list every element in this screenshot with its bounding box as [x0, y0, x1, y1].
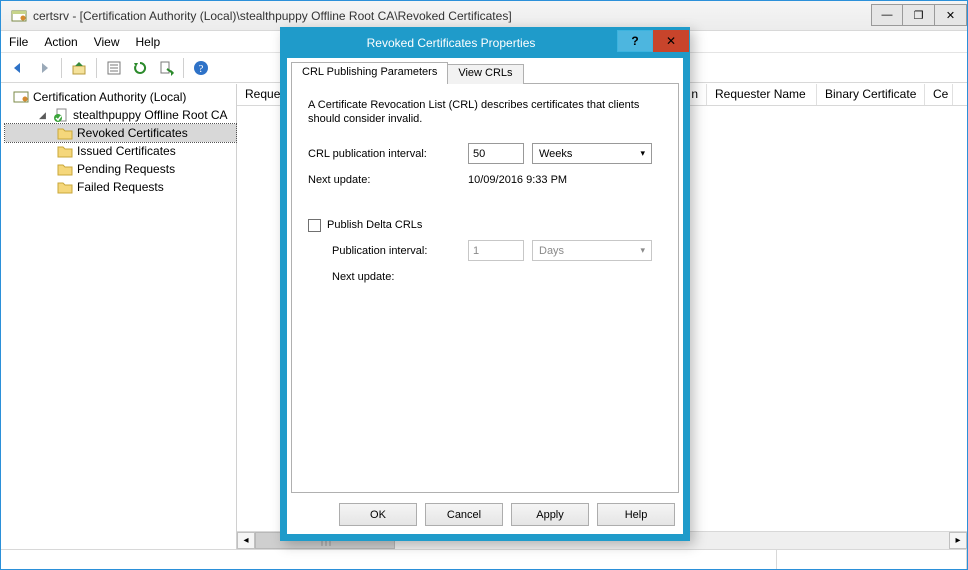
certsrv-app-icon — [11, 8, 27, 24]
toolbar-separator — [61, 58, 62, 78]
column-requester-name[interactable]: Requester Name — [707, 84, 817, 105]
cancel-button[interactable]: Cancel — [425, 503, 503, 526]
tree-item-issued-certificates[interactable]: Issued Certificates — [5, 142, 236, 160]
folder-icon — [57, 162, 73, 176]
chevron-down-icon: ▾ — [640, 245, 645, 256]
column-certificate[interactable]: Ce — [925, 84, 953, 105]
tree-root[interactable]: Certification Authority (Local) — [5, 88, 236, 106]
tree-item-label: Pending Requests — [77, 162, 175, 176]
tree-item-pending-requests[interactable]: Pending Requests — [5, 160, 236, 178]
delta-interval-unit-select: Days ▾ — [532, 240, 652, 261]
menu-help[interactable]: Help — [136, 35, 161, 49]
delta-interval-unit-value: Days — [539, 245, 564, 257]
forward-button[interactable] — [33, 57, 55, 79]
dialog-help-button[interactable]: ? — [617, 30, 653, 52]
properties-button[interactable] — [103, 57, 125, 79]
tree-item-label: Revoked Certificates — [77, 126, 188, 140]
delta-interval-label: Publication interval: — [332, 245, 468, 257]
delta-interval-row: Publication interval: Days ▾ — [332, 238, 662, 264]
tree-ca-node[interactable]: ◢ stealthpuppy Offline Root CA — [5, 106, 236, 124]
help-button[interactable]: ? — [190, 57, 212, 79]
tree-ca-label: stealthpuppy Offline Root CA — [73, 108, 228, 122]
cert-authority-icon — [13, 89, 29, 105]
crl-interval-unit-value: Weeks — [539, 148, 572, 160]
collapse-icon[interactable]: ◢ — [39, 110, 49, 121]
back-button[interactable] — [7, 57, 29, 79]
dialog-titlebar: Revoked Certificates Properties ? ✕ — [281, 28, 689, 58]
close-window-button[interactable]: ✕ — [935, 4, 967, 26]
delta-next-update-label: Next update: — [332, 271, 468, 283]
tab-crl-publishing-parameters[interactable]: CRL Publishing Parameters — [291, 62, 448, 84]
menu-action[interactable]: Action — [44, 35, 77, 49]
ca-running-icon — [53, 107, 69, 123]
tree-item-revoked-certificates[interactable]: Revoked Certificates — [5, 124, 236, 142]
folder-icon — [57, 180, 73, 194]
publish-delta-row: Publish Delta CRLs — [308, 219, 662, 232]
status-bar — [1, 549, 967, 569]
dialog-button-row: OK Cancel Apply Help — [291, 493, 679, 530]
apply-button[interactable]: Apply — [511, 503, 589, 526]
folder-icon — [57, 144, 73, 158]
ok-button[interactable]: OK — [339, 503, 417, 526]
svg-text:?: ? — [199, 63, 204, 75]
column-binary-certificate[interactable]: Binary Certificate — [817, 84, 925, 105]
dialog-help-footer-button[interactable]: Help — [597, 503, 675, 526]
main-window-title: certsrv - [Certification Authority (Loca… — [33, 9, 871, 23]
window-controls: — ❐ ✕ — [871, 5, 967, 26]
crl-next-update-row: Next update: 10/09/2016 9:33 PM — [308, 167, 662, 193]
toolbar-separator — [183, 58, 184, 78]
chevron-down-icon: ▾ — [640, 148, 645, 159]
tree-pane: Certification Authority (Local) ◢ stealt… — [1, 84, 237, 549]
tree-item-label: Failed Requests — [77, 180, 164, 194]
scroll-left-button[interactable]: ◂ — [237, 532, 255, 549]
up-one-level-button[interactable] — [68, 57, 90, 79]
tree-item-failed-requests[interactable]: Failed Requests — [5, 178, 236, 196]
crl-interval-unit-select[interactable]: Weeks ▾ — [532, 143, 652, 164]
crl-interval-input[interactable] — [468, 143, 524, 164]
maximize-button[interactable]: ❐ — [903, 4, 935, 26]
tree-item-label: Issued Certificates — [77, 144, 176, 158]
publish-delta-checkbox[interactable] — [308, 219, 321, 232]
crl-next-update-value: 10/09/2016 9:33 PM — [468, 174, 567, 186]
publish-delta-label: Publish Delta CRLs — [327, 219, 422, 231]
properties-dialog: Revoked Certificates Properties ? ✕ CRL … — [280, 27, 690, 541]
dialog-close-button[interactable]: ✕ — [653, 30, 689, 52]
folder-icon — [57, 126, 73, 140]
delta-next-update-row: Next update: — [332, 264, 662, 290]
crl-next-update-label: Next update: — [308, 174, 468, 186]
dialog-title: Revoked Certificates Properties — [285, 36, 617, 50]
dialog-body: CRL Publishing Parameters View CRLs A Ce… — [281, 58, 689, 540]
tree-root-label: Certification Authority (Local) — [33, 90, 186, 104]
dialog-tabstrip: CRL Publishing Parameters View CRLs — [291, 62, 679, 84]
export-list-button[interactable] — [155, 57, 177, 79]
menu-view[interactable]: View — [94, 35, 120, 49]
minimize-button[interactable]: — — [871, 4, 903, 26]
tab-panel-crl-publishing: A Certificate Revocation List (CRL) desc… — [291, 83, 679, 493]
crl-description-text: A Certificate Revocation List (CRL) desc… — [308, 98, 662, 127]
scroll-right-button[interactable]: ▸ — [949, 532, 967, 549]
crl-interval-row: CRL publication interval: Weeks ▾ — [308, 141, 662, 167]
refresh-button[interactable] — [129, 57, 151, 79]
tab-view-crls[interactable]: View CRLs — [447, 64, 523, 84]
toolbar-separator — [96, 58, 97, 78]
delta-interval-input — [468, 240, 524, 261]
menu-file[interactable]: File — [9, 35, 28, 49]
crl-interval-label: CRL publication interval: — [308, 148, 468, 160]
